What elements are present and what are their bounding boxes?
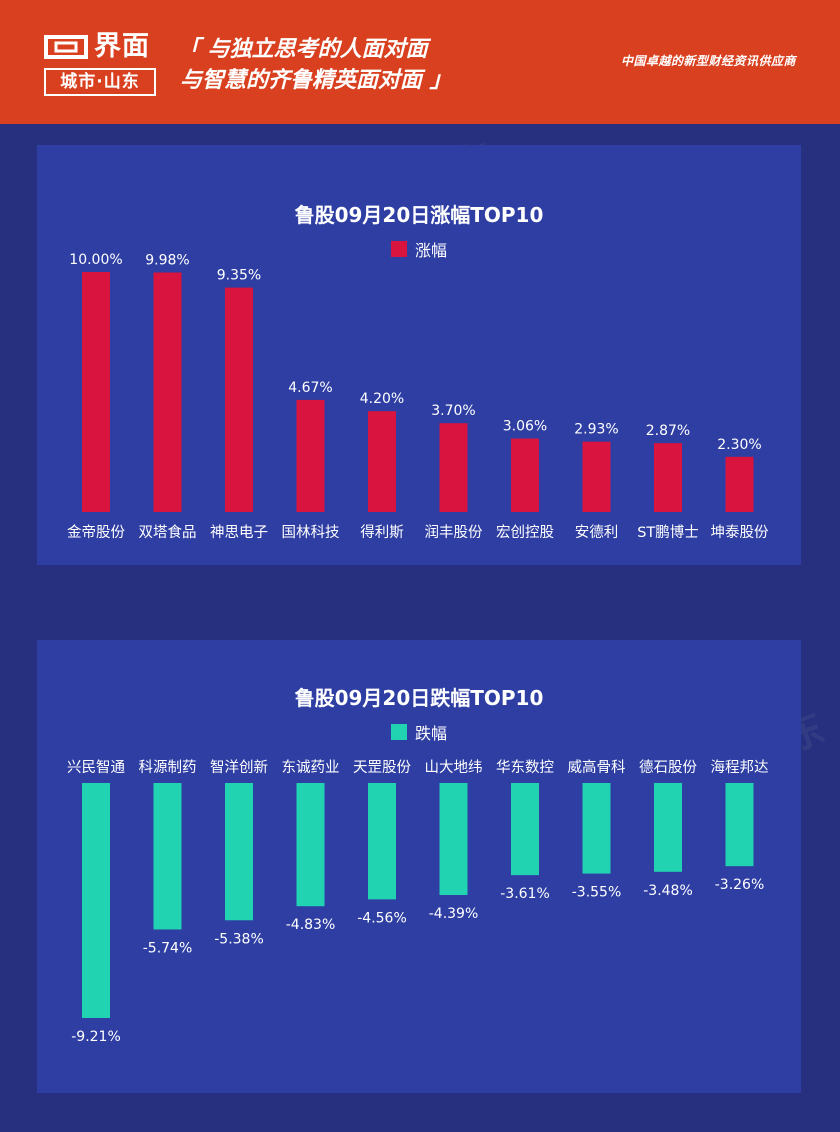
fall-category-label: 东诚药业	[282, 759, 340, 776]
rise-bar	[439, 423, 468, 512]
fall-bar	[82, 783, 110, 1018]
rise-category-label: 神思电子	[210, 524, 268, 541]
rise-category-label: ST鹏博士	[637, 524, 699, 541]
rise-category-label: 国林科技	[282, 524, 340, 541]
fall-data-label: -9.21%	[71, 1029, 121, 1045]
fall-data-label: -5.38%	[214, 931, 264, 947]
rise-data-label: 2.30%	[717, 437, 761, 453]
fall-category-label: 科源制药	[139, 759, 197, 776]
fall-category-label: 德石股份	[639, 759, 697, 776]
rise-data-label: 3.06%	[503, 419, 547, 435]
fall-data-label: -5.74%	[143, 940, 193, 956]
rise-legend-swatch	[390, 241, 407, 257]
fall-data-label: -3.48%	[643, 883, 693, 899]
rise-legend-label: 涨幅	[414, 241, 447, 260]
fall-legend: 跌幅	[37, 720, 801, 744]
fall-data-label: -3.26%	[715, 877, 765, 893]
fall-category-label: 威高骨科	[568, 759, 626, 776]
rise-bar	[582, 441, 611, 512]
rise-data-label: 4.67%	[288, 380, 332, 396]
slogan-line-1: 「 与独立思考的人面对面	[178, 37, 428, 62]
logo: 界面	[44, 32, 150, 62]
rise-data-label: 2.87%	[646, 423, 690, 439]
rise-category-label: 双塔食品	[139, 524, 197, 541]
header-banner: 界面 城市·山东 「 与独立思考的人面对面 与智慧的齐鲁精英面对面 」 中国卓越…	[0, 0, 840, 124]
fall-category-label: 海程邦达	[711, 759, 769, 776]
fall-bar	[654, 783, 682, 872]
rise-category-label: 润丰股份	[425, 524, 483, 541]
logo-name: 界面	[94, 31, 150, 62]
rise-category-label: 坤泰股份	[711, 524, 769, 541]
rise-data-label: 10.00%	[69, 252, 122, 268]
fall-bar	[511, 783, 539, 876]
rise-category-label: 安德利	[575, 524, 619, 541]
rise-bar	[82, 272, 110, 512]
slogan: 「 与独立思考的人面对面 与智慧的齐鲁精英面对面 」	[178, 34, 452, 96]
fall-bar	[368, 783, 396, 900]
fall-chart-panel: 鲁股09月20日跌幅TOP10 跌幅 -9.21% 兴民智通 -5.74% 科源制药 -…	[37, 640, 801, 1093]
fall-data-label: -4.83%	[286, 917, 336, 933]
fall-bar	[296, 783, 325, 907]
rise-data-label: 3.70%	[431, 403, 475, 419]
rise-bar	[225, 287, 253, 512]
rise-chart: 10.00% 金帝股份 9.98% 双塔食品 9.35% 神思电子 4.67% 国林科技 4.2…	[67, 252, 769, 541]
rise-bar	[153, 272, 182, 512]
logo-mark-icon	[44, 35, 88, 59]
logo-subtitle: 城市·山东	[44, 68, 156, 96]
fall-chart-title: 鲁股09月20日跌幅TOP10	[294, 686, 544, 710]
rise-data-label: 2.93%	[574, 422, 618, 438]
fall-category-label: 华东数控	[496, 759, 554, 776]
fall-bar	[725, 783, 754, 867]
fall-bar	[439, 783, 468, 896]
fall-bar	[225, 783, 253, 921]
rise-chart-title: 鲁股09月20日涨幅TOP10	[294, 203, 544, 227]
fall-category-label: 天罡股份	[353, 759, 411, 776]
rise-bar	[296, 399, 325, 512]
fall-bar	[582, 783, 611, 874]
rise-data-label: 4.20%	[360, 391, 404, 407]
fall-legend-label: 跌幅	[414, 724, 447, 743]
rise-category-label: 金帝股份	[67, 524, 125, 541]
rise-bar	[654, 443, 682, 512]
rise-data-label: 9.35%	[217, 268, 261, 284]
fall-data-label: -3.61%	[500, 886, 550, 902]
rise-category-label: 得利斯	[360, 524, 404, 541]
rise-category-label: 宏创控股	[496, 524, 554, 541]
rise-data-label: 9.98%	[145, 252, 189, 268]
tagline: 中国卓越的新型财经资讯供应商	[620, 54, 796, 68]
slogan-line-2: 与智慧的齐鲁精英面对面 」	[180, 68, 452, 93]
rise-chart-panel: 鲁股09月20日涨幅TOP10 涨幅 10.00% 金帝股份 9.98% 双塔食品 9.…	[37, 145, 801, 565]
fall-bar	[153, 783, 182, 930]
fall-legend-swatch	[390, 724, 407, 740]
rise-bar	[511, 438, 539, 512]
fall-data-label: -4.39%	[429, 906, 479, 922]
fall-chart: -9.21% 兴民智通 -5.74% 科源制药 -5.38% 智洋创新 -4.83% 东诚药业…	[67, 759, 769, 1045]
fall-data-label: -4.56%	[357, 910, 407, 926]
rise-legend: 涨幅	[37, 237, 801, 261]
fall-category-label: 兴民智通	[67, 759, 125, 776]
rise-bar	[368, 411, 396, 512]
rise-bar	[725, 456, 754, 512]
fall-data-label: -3.55%	[572, 885, 622, 901]
fall-category-label: 山大地纬	[425, 759, 483, 776]
fall-category-label: 智洋创新	[210, 759, 268, 776]
